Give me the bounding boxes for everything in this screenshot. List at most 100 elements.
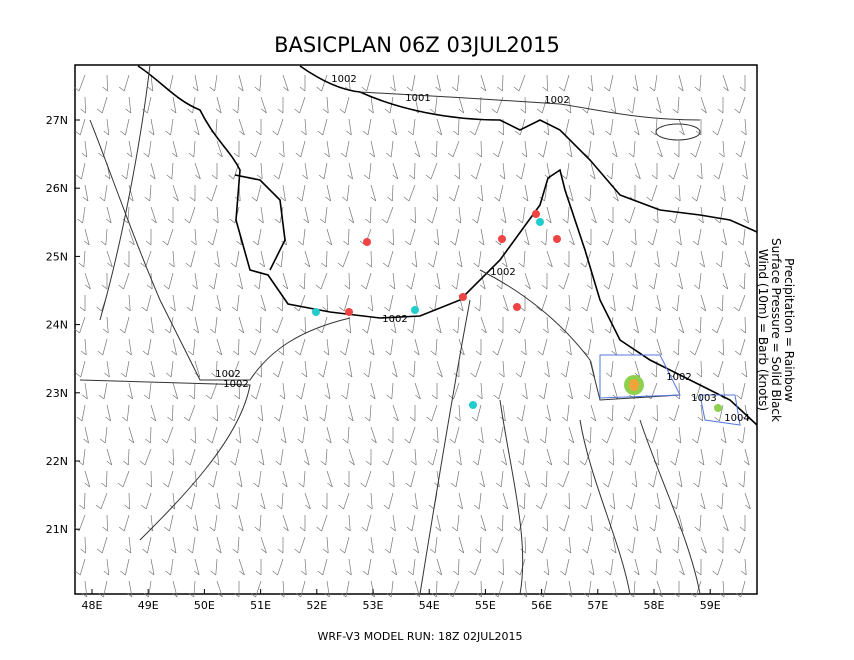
wind-barb bbox=[165, 360, 174, 378]
wind-barb bbox=[626, 492, 636, 510]
wind-barb bbox=[390, 316, 397, 334]
wind-barb bbox=[126, 580, 133, 598]
wind-barb bbox=[297, 228, 306, 246]
wind-barb bbox=[362, 558, 372, 576]
wind-barb bbox=[366, 250, 372, 268]
wind-barb bbox=[408, 360, 416, 378]
wind-barb bbox=[74, 118, 86, 136]
wind-barb bbox=[99, 426, 108, 444]
wind-barb bbox=[102, 74, 108, 92]
wind-barb bbox=[669, 206, 680, 224]
wind-barb bbox=[514, 316, 526, 334]
wind-barb bbox=[474, 294, 482, 312]
wind-barb bbox=[117, 470, 130, 488]
wind-barb bbox=[453, 118, 460, 136]
wind-barb bbox=[604, 74, 614, 92]
wind-barb bbox=[542, 514, 548, 532]
wind-barb bbox=[451, 272, 460, 290]
wind-barb bbox=[216, 580, 223, 598]
wind-barb bbox=[611, 580, 618, 598]
lon-label: 52E bbox=[306, 599, 327, 612]
wind-barb bbox=[168, 250, 175, 268]
wind-barb bbox=[275, 250, 284, 268]
wind-barb bbox=[326, 228, 333, 246]
wind-barb bbox=[712, 558, 724, 576]
wind-barb bbox=[716, 492, 724, 510]
wind-barb bbox=[649, 74, 658, 92]
wind-barb bbox=[559, 316, 570, 334]
station-dot bbox=[411, 306, 419, 314]
map-footer: WRF-V3 MODEL RUN: 18Z 02JUL2015 bbox=[318, 630, 523, 643]
wind-barb bbox=[142, 96, 152, 114]
lat-label: 21N bbox=[46, 523, 68, 536]
lon-label: 50E bbox=[194, 599, 215, 612]
wind-barb bbox=[431, 140, 438, 158]
wind-barb bbox=[564, 294, 571, 312]
wind-barb bbox=[105, 206, 112, 224]
wind-barb bbox=[677, 74, 684, 92]
contour-label: 1004 bbox=[724, 413, 749, 424]
wind-barb bbox=[541, 470, 548, 488]
wind-barb bbox=[536, 294, 548, 312]
wind-barb bbox=[278, 580, 285, 598]
wind-barb bbox=[541, 273, 548, 290]
wind-barb bbox=[722, 272, 729, 290]
wind-barb bbox=[715, 448, 724, 466]
wind-barb bbox=[295, 580, 306, 598]
wind-barb bbox=[205, 382, 218, 400]
wind-barb bbox=[561, 162, 570, 180]
wind-barb bbox=[430, 338, 438, 356]
wind-barb bbox=[477, 184, 484, 202]
wind-barb bbox=[388, 228, 394, 246]
wind-barb bbox=[744, 250, 751, 268]
wind-barb bbox=[164, 514, 174, 532]
wind-barb bbox=[95, 492, 108, 510]
lat-label: 25N bbox=[46, 250, 68, 263]
wind-barb bbox=[325, 184, 331, 202]
wind-barb bbox=[149, 162, 156, 180]
wind-barb bbox=[101, 273, 108, 290]
wind-barb bbox=[456, 250, 463, 268]
wind-barb bbox=[676, 470, 683, 488]
wind-barb bbox=[743, 206, 749, 224]
wind-barb bbox=[714, 206, 724, 224]
wind-barb bbox=[171, 140, 178, 158]
wind-barb bbox=[436, 558, 443, 576]
wind-barb bbox=[170, 96, 177, 114]
wind-barb bbox=[342, 426, 350, 444]
wind-barb bbox=[494, 426, 504, 444]
wind-barb bbox=[385, 580, 394, 598]
wind-barb bbox=[480, 316, 487, 334]
wind-barb bbox=[102, 514, 108, 532]
wind-barb bbox=[739, 272, 746, 290]
station-dot bbox=[553, 235, 561, 243]
wind-barb bbox=[324, 382, 331, 400]
wind-barb bbox=[209, 316, 218, 334]
wind-barb bbox=[586, 272, 593, 290]
wind-barb bbox=[142, 536, 152, 554]
wind-barb bbox=[233, 338, 240, 356]
wind-barb bbox=[514, 558, 526, 576]
wind-barb bbox=[128, 228, 135, 246]
wind-barb bbox=[338, 492, 350, 510]
wind-barb bbox=[347, 404, 354, 422]
wind-barb bbox=[172, 382, 179, 400]
wind-barb bbox=[544, 360, 550, 378]
lat-label: 24N bbox=[46, 319, 68, 332]
wind-barb bbox=[193, 316, 199, 334]
wind-barb bbox=[458, 96, 465, 114]
wind-barb bbox=[502, 294, 509, 312]
wind-barb bbox=[280, 426, 287, 444]
wind-barb bbox=[655, 294, 661, 312]
wind-barb bbox=[471, 404, 482, 422]
wind-barb bbox=[495, 470, 504, 488]
wind-barb bbox=[252, 228, 262, 246]
wind-barb bbox=[589, 162, 596, 180]
wind-barb bbox=[407, 118, 416, 136]
wind-barb bbox=[743, 448, 750, 466]
wind-barb bbox=[478, 426, 484, 444]
wind-barb bbox=[148, 558, 155, 576]
wind-barb bbox=[476, 382, 483, 400]
wind-barb bbox=[611, 140, 618, 158]
wind-barb bbox=[276, 492, 284, 510]
